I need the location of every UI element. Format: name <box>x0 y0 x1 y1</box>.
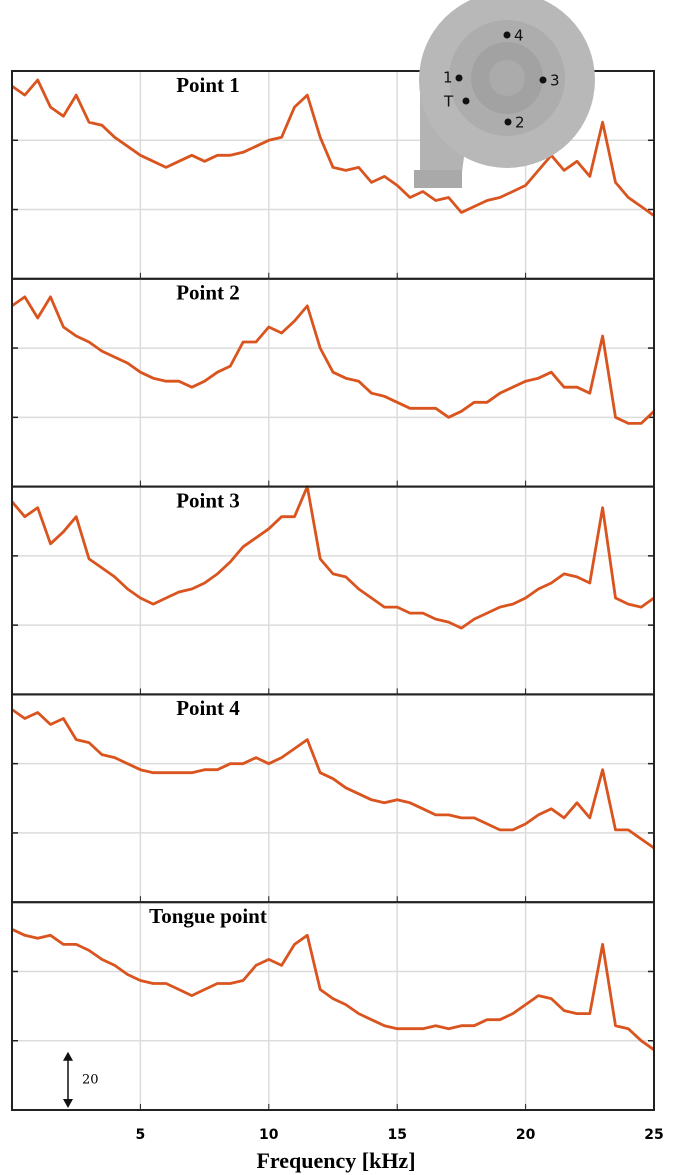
arrow-head <box>63 1051 73 1061</box>
spectrum-line <box>10 485 655 630</box>
panel-title: Point 1 <box>176 73 240 97</box>
probe-dot <box>539 76 547 84</box>
panel-title: Point 2 <box>176 281 240 305</box>
panel-frame <box>11 277 655 488</box>
spectrum-line <box>11 78 655 217</box>
probe-dot <box>503 31 511 39</box>
probe-label: 1 <box>443 69 453 87</box>
spectrum-line <box>11 928 655 1051</box>
probe-label: 4 <box>514 27 524 45</box>
panel-frame <box>11 485 655 696</box>
x-tick-label: 20 <box>516 1127 536 1143</box>
panel-title: Point 4 <box>176 696 240 720</box>
x-tick-label: 10 <box>259 1127 279 1143</box>
x-axis-label: Frequency [kHz] <box>256 1148 415 1173</box>
panel-frame <box>11 693 655 904</box>
scale-bar-label: 20 <box>82 1072 99 1087</box>
probe-label: 3 <box>550 72 560 90</box>
probe-dot <box>504 118 512 126</box>
arrow-head <box>63 1099 73 1108</box>
probe-label: T <box>443 93 454 111</box>
spectrum-line <box>11 295 655 425</box>
pump-hub <box>489 60 525 96</box>
panel-title: Point 3 <box>176 488 240 512</box>
x-tick-label: 5 <box>136 1127 146 1143</box>
x-tick-label: 25 <box>644 1127 663 1143</box>
pump-inset: 1 2 3 4 T <box>414 0 595 188</box>
panel-frame <box>11 901 655 1112</box>
pump-flange <box>414 170 462 188</box>
probe-dot <box>462 97 470 105</box>
panels: Point 1 Point 2 Point 3 Point 4 5 10 15 20 25 Ton… <box>10 70 664 1173</box>
spectrum-line <box>11 708 655 850</box>
x-tick-label: 15 <box>387 1127 406 1143</box>
panel-title: Tongue point <box>149 904 267 928</box>
probe-label: 2 <box>515 114 525 132</box>
probe-dot <box>455 74 463 82</box>
